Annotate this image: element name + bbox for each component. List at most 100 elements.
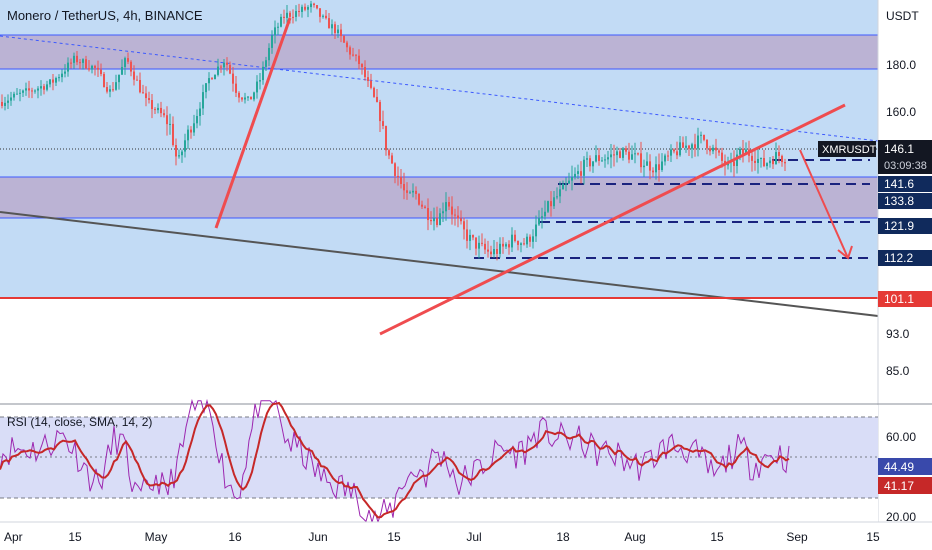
candle-body [280, 16, 282, 27]
candle-body [691, 144, 693, 149]
candle-body [328, 18, 330, 29]
price-axis-unit: USDT [886, 9, 919, 23]
candle-body [436, 218, 438, 226]
candle-body [469, 234, 471, 241]
candles [1, 0, 786, 261]
candle-body [61, 73, 63, 78]
candle-body [160, 107, 162, 114]
candle-body [238, 92, 240, 98]
candle-body [214, 74, 216, 80]
candle-body [49, 79, 51, 85]
time-tick: 15 [68, 530, 82, 544]
candle-body [403, 183, 405, 191]
projection-arrow[interactable] [799, 149, 849, 259]
candle-body [136, 79, 138, 81]
candle-body [535, 224, 537, 237]
candle-body [367, 77, 369, 81]
trendline-rising[interactable] [379, 103, 846, 336]
candle-body [610, 154, 612, 158]
candle-body [673, 149, 675, 152]
rsi-tick-60: 60.00 [886, 430, 916, 444]
candle-body [202, 92, 204, 109]
candle-body [13, 93, 15, 98]
candle-body [700, 134, 702, 136]
candle-body [361, 64, 363, 68]
candle-body [514, 234, 516, 241]
candle-body [583, 159, 585, 176]
candle-body [322, 15, 324, 17]
candle-body [517, 240, 519, 245]
candle-body [397, 175, 399, 178]
candle-body [211, 78, 213, 80]
candle-body [415, 190, 417, 194]
candle-body [550, 201, 552, 207]
candle-body [604, 159, 606, 161]
candle-body [475, 237, 477, 249]
candle-body [22, 90, 24, 93]
candle-body [115, 82, 117, 90]
candle-body [301, 6, 303, 12]
candle-body [250, 96, 252, 100]
candle-body [520, 243, 522, 245]
candle-body [340, 29, 342, 37]
rsi-sma-value: 41.17 [884, 479, 914, 493]
current-price-value: 146.1 [884, 142, 914, 156]
candle-body [25, 88, 27, 91]
candle-body [607, 157, 609, 160]
candle-body [364, 67, 366, 78]
candle-body [241, 97, 243, 100]
candle-body [304, 6, 306, 10]
level-tag-101 [878, 291, 932, 307]
candle-body [133, 71, 135, 80]
candle-body [529, 236, 531, 242]
candle-body [148, 98, 150, 101]
candle-body [562, 184, 564, 190]
candle-body [190, 129, 192, 133]
candle-body [181, 151, 183, 156]
symbol-title: Monero / TetherUS, 4h, BINANCE [7, 8, 203, 23]
rsi-value: 44.49 [884, 460, 914, 474]
time-axis: Apr 15 May 16 Jun 15 Jul 18 Aug 15 Sep 15 [4, 530, 880, 544]
candle-body [388, 150, 390, 156]
level-tag-112 [878, 250, 932, 266]
candle-body [733, 161, 735, 166]
candle-body [427, 208, 429, 221]
candle-body [193, 123, 195, 133]
candle-body [769, 160, 771, 164]
candle-body [466, 229, 468, 241]
candle-body [319, 8, 321, 17]
candle-body [118, 74, 120, 83]
candle-body [346, 42, 348, 48]
candle-body [625, 148, 627, 152]
candle-body [490, 251, 492, 255]
candle-body [541, 216, 543, 219]
candle-body [481, 242, 483, 244]
candle-body [73, 55, 75, 63]
candle-body [586, 158, 588, 160]
candle-body [313, 3, 315, 6]
candle-body [46, 84, 48, 90]
supply-zone-upper [0, 35, 878, 69]
candle-body [220, 66, 222, 68]
candle-body [643, 165, 645, 168]
level-tag-121-label: 121.9 [884, 219, 914, 233]
candle-body [589, 158, 591, 167]
candle-body [571, 177, 573, 181]
candle-body [286, 12, 288, 18]
candle-body [208, 78, 210, 84]
candle-body [100, 69, 102, 75]
candle-body [331, 24, 333, 29]
candle-body [664, 155, 666, 162]
candle-body [334, 24, 336, 34]
time-tick: Jun [308, 530, 327, 544]
candle-body [127, 58, 129, 62]
candle-body [685, 145, 687, 148]
candle-body [559, 189, 561, 197]
time-tick: Sep [786, 530, 808, 544]
candle-body [751, 155, 753, 161]
candle-body [337, 29, 339, 34]
trendline-may[interactable] [214, 17, 292, 229]
candle-body [412, 190, 414, 193]
candle-body [28, 88, 30, 91]
